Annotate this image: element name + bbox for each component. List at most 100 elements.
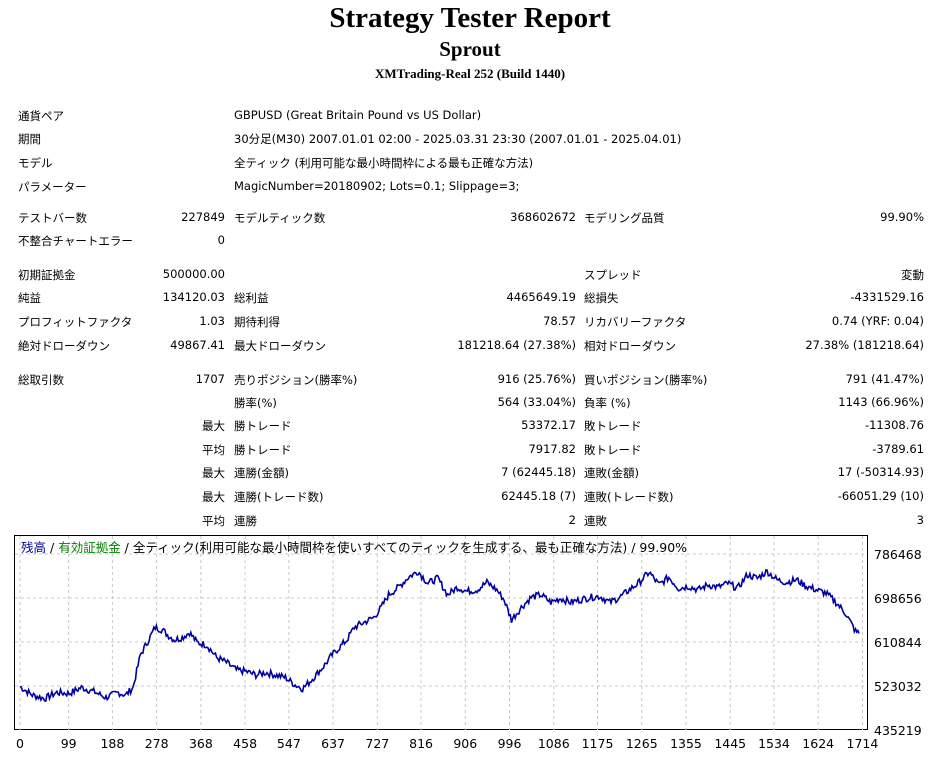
bars-label: テストバー数 xyxy=(18,211,87,225)
info-label: 通貨ペア xyxy=(18,109,64,123)
info-value: MagicNumber=20180902; Lots=0.1; Slippage… xyxy=(234,179,520,193)
info-value: GBPUSD (Great Britain Pound vs US Dollar… xyxy=(234,108,482,122)
expected-payoff-value: 78.57 xyxy=(543,314,576,328)
x-tick-label: 727 xyxy=(365,736,389,751)
long-positions-value: 791 (41.47%) xyxy=(845,372,924,386)
x-tick-label: 996 xyxy=(498,736,522,751)
abs-drawdown-label: 絶対ドローダウン xyxy=(18,339,110,353)
total-trades-value: 1707 xyxy=(195,372,225,386)
info-row-parameters: パラメーター MagicNumber=20180902; Lots=0.1; S… xyxy=(0,175,940,197)
ticks-label: モデルティック数 xyxy=(234,211,326,225)
x-tick-label: 547 xyxy=(277,736,301,751)
y-tick-label: 698656 xyxy=(874,591,922,606)
win-rate-value: 564 (33.04%) xyxy=(497,395,576,409)
average-label: 平均 xyxy=(202,443,225,457)
stats-row-profit: 純益 134120.03 総利益 4465649.19 総損失 -4331529… xyxy=(0,286,940,308)
plot-frame xyxy=(14,535,868,730)
legend-info: / 全ティック(利用可能な最小時間枠を使いすべてのティックを生成する、最も正確な… xyxy=(121,540,687,555)
x-tick-label: 1086 xyxy=(538,736,570,751)
max-drawdown-value: 181218.64 (27.38%) xyxy=(457,338,576,352)
average-win-value: 7917.82 xyxy=(528,442,576,456)
x-axis: 0 99 188 278 368 458 547 637 727 816 906 996 1086 117… xyxy=(16,736,878,751)
y-tick-label: 610844 xyxy=(874,635,922,650)
info-row-model: モデル 全ティック (利用可能な最小時間枠による最も正確な方法) xyxy=(0,151,940,173)
y-tick-label: 523032 xyxy=(874,679,922,694)
short-positions-label: 売りポジション(勝率%) xyxy=(234,373,358,387)
quality-value: 99.90% xyxy=(880,210,924,224)
profit-factor-value: 1.03 xyxy=(199,314,225,328)
cons-win-amount-label: 連勝(金額) xyxy=(234,466,289,480)
largest-win-label: 勝トレード xyxy=(234,419,292,433)
legend-equity: 有効証拠金 xyxy=(58,540,121,555)
spread-label: スプレッド xyxy=(584,268,642,282)
expected-payoff-label: 期待利得 xyxy=(234,315,280,329)
info-row-period: 期間 30分足(M30) 2007.01.01 02:00 - 2025.03.… xyxy=(0,127,940,149)
stats-row-drawdown: 絶対ドローダウン 49867.41 最大ドローダウン 181218.64 (27… xyxy=(0,334,940,356)
x-tick-label: 188 xyxy=(100,736,124,751)
rel-drawdown-label: 相対ドローダウン xyxy=(584,339,676,353)
x-tick-label: 637 xyxy=(321,736,345,751)
x-tick-label: 278 xyxy=(145,736,169,751)
mismatch-value: 0 xyxy=(217,233,225,247)
stats-row-factor: プロフィットファクタ 1.03 期待利得 78.57 リカバリーファクタ 0.7… xyxy=(0,310,940,332)
x-tick-label: 1714 xyxy=(847,736,879,751)
avg-cons-loss-label: 連敗 xyxy=(584,514,607,528)
average-loss-value: -3789.61 xyxy=(872,442,924,456)
rel-drawdown-value: 27.38% (181218.64) xyxy=(805,338,924,352)
x-tick-label: 1624 xyxy=(802,736,834,751)
mismatch-label: 不整合チャートエラー xyxy=(18,234,133,248)
x-tick-label: 906 xyxy=(453,736,477,751)
trades-row-cons-count: 最大 連勝(トレード数) 62445.18 (7) 連敗(トレード数) -660… xyxy=(0,485,940,507)
info-label: パラメーター xyxy=(18,180,87,194)
x-tick-label: 1534 xyxy=(758,736,790,751)
x-tick-label: 0 xyxy=(16,736,24,751)
y-tick-label: 786468 xyxy=(874,547,922,562)
profit-factor-label: プロフィットファクタ xyxy=(18,315,133,329)
x-tick-label: 368 xyxy=(189,736,213,751)
avg-cons-win-label: 連勝 xyxy=(234,514,257,528)
spread-value: 変動 xyxy=(901,268,924,282)
loss-rate-value: 1143 (66.96%) xyxy=(838,395,924,409)
legend-balance: 残高 xyxy=(21,540,46,555)
avg-cons-loss-value: 3 xyxy=(916,513,924,527)
cons-win-count-value: 62445.18 (7) xyxy=(501,489,576,503)
x-tick-label: 816 xyxy=(409,736,433,751)
loss-rate-label: 負率 (%) xyxy=(584,396,631,410)
largest-label: 最大 xyxy=(202,419,225,433)
trades-row-largest: 最大 勝トレード 53372.17 敗トレード -11308.76 xyxy=(0,414,940,436)
info-value: 30分足(M30) 2007.01.01 02:00 - 2025.03.31 … xyxy=(234,132,682,146)
recovery-factor-value: 0.74 (YRF: 0.04) xyxy=(831,314,924,328)
grid xyxy=(15,536,867,730)
ticks-value: 368602672 xyxy=(510,210,576,224)
net-profit-value: 134120.03 xyxy=(162,290,225,304)
report-title: Strategy Tester Report xyxy=(329,2,611,34)
net-profit-label: 純益 xyxy=(18,291,41,305)
cons-loss-amount-label: 連敗(金額) xyxy=(584,466,639,480)
chart-legend: 残高 / 有効証拠金 / 全ティック(利用可能な最小時間枠を使いすべてのティック… xyxy=(21,540,687,555)
legend-sep: / xyxy=(46,540,58,555)
server-build: XMTrading-Real 252 (Build 1440) xyxy=(374,66,566,81)
gross-profit-label: 総利益 xyxy=(234,291,269,305)
deposit-label: 初期証拠金 xyxy=(18,268,76,282)
x-tick-label: 1175 xyxy=(582,736,614,751)
cons-loss-count-label: 連敗(トレード数) xyxy=(584,490,674,504)
average-loss-label: 敗トレード xyxy=(584,443,642,457)
expert-name: Sprout xyxy=(439,37,501,61)
average-win-label: 勝トレード xyxy=(234,443,292,457)
info-row-symbol: 通貨ペア GBPUSD (Great Britain Pound vs US D… xyxy=(0,104,940,126)
recovery-factor-label: リカバリーファクタ xyxy=(584,315,687,329)
short-positions-value: 916 (25.76%) xyxy=(497,372,576,386)
y-axis: 786468 698656 610844 523032 435219 xyxy=(874,547,922,738)
abs-drawdown-value: 49867.41 xyxy=(170,338,225,352)
info-label: モデル xyxy=(18,156,53,170)
x-tick-label: 1445 xyxy=(714,736,746,751)
gross-loss-label: 総損失 xyxy=(584,291,619,305)
x-tick-label: 1355 xyxy=(670,736,702,751)
total-trades-label: 総取引数 xyxy=(18,373,64,387)
stats-row-deposit: 初期証拠金 500000.00 スプレッド 変動 xyxy=(0,263,940,285)
cons-loss-amount-value: 17 (-50314.93) xyxy=(837,465,924,479)
trades-row-total: 総取引数 1707 売りポジション(勝率%) 916 (25.76%) 買いポジ… xyxy=(0,368,940,390)
largest-loss-label: 敗トレード xyxy=(584,419,642,433)
max-drawdown-label: 最大ドローダウン xyxy=(234,339,326,353)
largest-loss-value: -11308.76 xyxy=(864,418,924,432)
